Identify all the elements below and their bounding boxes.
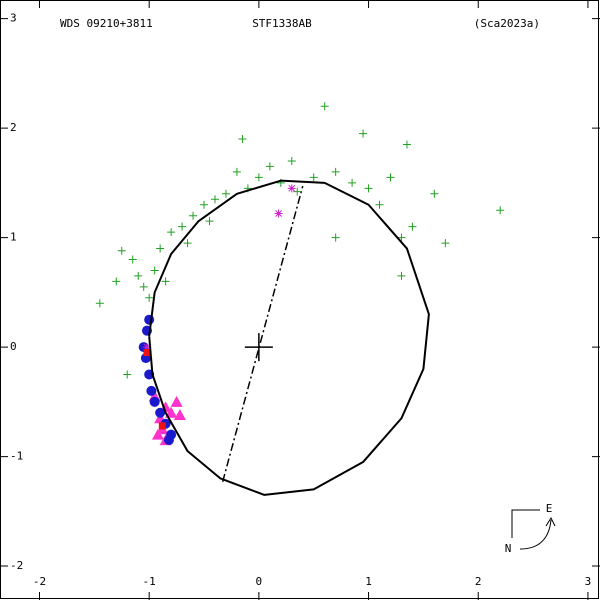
y-tick-label: 1 xyxy=(10,231,17,244)
point-plus xyxy=(200,200,209,209)
point-plus xyxy=(375,200,384,209)
point-square xyxy=(143,349,151,357)
point-plus xyxy=(397,271,406,280)
compass-east: E xyxy=(546,502,553,515)
point-triangle xyxy=(151,428,164,440)
y-tick-label: 2 xyxy=(10,121,17,134)
point-plus xyxy=(402,140,411,149)
compass: E N xyxy=(505,502,556,555)
point-plus xyxy=(287,156,296,165)
x-tick-label: 0 xyxy=(256,575,263,588)
x-tick-label: -2 xyxy=(33,575,46,588)
point-plus xyxy=(496,206,505,215)
point-plus xyxy=(331,167,340,176)
point-plus xyxy=(254,173,263,182)
x-tick-label: 3 xyxy=(585,575,592,588)
point-plus xyxy=(441,239,450,248)
point-plus xyxy=(117,246,126,255)
point-plus xyxy=(293,187,302,196)
point-plus xyxy=(183,239,192,248)
point-plus xyxy=(123,370,132,379)
point-plus xyxy=(156,244,165,253)
point-plus xyxy=(320,102,329,111)
point-plus xyxy=(128,255,137,264)
x-tick-label: 1 xyxy=(365,575,372,588)
y-tick-label: -1 xyxy=(10,450,23,463)
point-circle xyxy=(163,435,174,446)
point-plus xyxy=(95,299,104,308)
line-of-nodes xyxy=(221,185,304,482)
compass-axes xyxy=(511,509,540,538)
point-plus xyxy=(238,135,247,144)
point-asterisk xyxy=(287,184,296,193)
point-plus xyxy=(232,167,241,176)
point-triangle xyxy=(170,395,183,407)
point-plus xyxy=(265,162,274,171)
point-triangle xyxy=(165,406,178,418)
point-asterisk xyxy=(274,209,283,218)
point-plus xyxy=(145,293,154,302)
point-plus xyxy=(167,228,176,237)
point-plus xyxy=(397,233,406,242)
y-tick-label: 3 xyxy=(10,12,17,25)
x-tick-label: 2 xyxy=(475,575,482,588)
point-plus xyxy=(178,222,187,231)
compass-north: N xyxy=(505,542,512,555)
point-plus xyxy=(161,277,170,286)
point-plus xyxy=(139,282,148,291)
x-tick-label: -1 xyxy=(143,575,156,588)
chart-title: STF1338AB xyxy=(252,17,312,30)
y-tick-label: 0 xyxy=(10,340,17,353)
chart-label-left: WDS 09210+3811 xyxy=(60,17,153,30)
point-circle xyxy=(155,407,166,418)
point-plus xyxy=(134,271,143,280)
y-tick-label: -2 xyxy=(10,559,23,572)
point-plus xyxy=(386,173,395,182)
point-plus xyxy=(189,211,198,220)
point-plus xyxy=(112,277,121,286)
point-circle xyxy=(149,396,160,407)
point-circle xyxy=(146,385,157,396)
compass-arrow xyxy=(519,516,556,550)
point-plus xyxy=(348,178,357,187)
chart-label-right: (Sca2023a) xyxy=(474,17,540,30)
point-plus xyxy=(359,129,368,138)
orbit xyxy=(148,179,430,496)
point-asterisk xyxy=(142,343,151,352)
point-plus xyxy=(150,266,159,275)
point-plus xyxy=(221,189,230,198)
point-plus xyxy=(210,195,219,204)
point-plus xyxy=(430,189,439,198)
point-plus xyxy=(205,217,214,226)
point-plus xyxy=(408,222,417,231)
point-triangle xyxy=(173,408,186,420)
point-plus xyxy=(331,233,340,242)
point-square xyxy=(158,422,166,430)
point-plus xyxy=(364,184,373,193)
point-plus xyxy=(309,173,318,182)
